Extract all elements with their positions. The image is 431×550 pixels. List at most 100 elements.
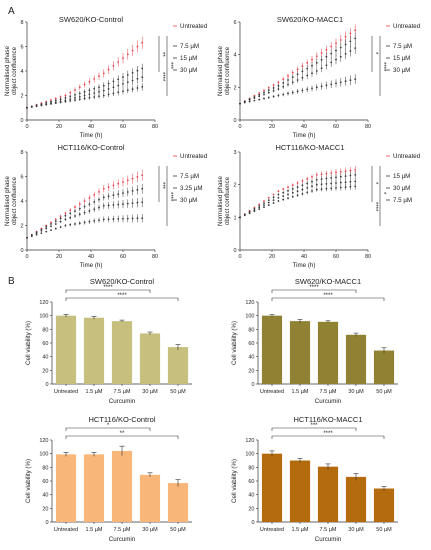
x-tick-label: 80: [152, 124, 158, 130]
data-point: [102, 72, 105, 75]
data-point: [335, 182, 337, 184]
data-point: [258, 92, 261, 94]
data-point: [272, 196, 275, 199]
significance-label: ****: [159, 72, 165, 82]
data-point: [330, 172, 333, 174]
significance-bracket: [271, 427, 357, 431]
x-tick-label: 80: [365, 124, 371, 130]
bar: [111, 321, 133, 384]
x-axis-label: Curcumin: [109, 398, 136, 405]
data-point: [349, 185, 352, 188]
data-point: [136, 87, 139, 89]
data-point: [131, 202, 134, 205]
data-point: [102, 187, 105, 190]
data-point: [287, 189, 289, 192]
data-point: [339, 170, 342, 173]
bar: [139, 333, 161, 384]
data-point: [64, 94, 67, 97]
x-tick-label: 0: [25, 254, 28, 260]
y-tick-label: 6: [233, 20, 236, 26]
data-point: [330, 45, 333, 48]
data-point: [122, 192, 124, 194]
x-tick-label: 30 µM: [348, 527, 364, 533]
significance-bracket: [65, 427, 151, 431]
bar: [289, 321, 311, 384]
data-point: [112, 80, 115, 83]
data-point: [83, 205, 86, 208]
data-point: [320, 58, 323, 61]
data-point: [78, 95, 81, 98]
data-point: [126, 202, 129, 205]
data-point: [136, 188, 139, 191]
data-point: [50, 221, 52, 224]
data-point: [325, 177, 328, 180]
chart-title: SW620/KO-MACC1: [277, 15, 343, 24]
data-point: [296, 79, 299, 81]
data-point: [349, 169, 352, 172]
data-point: [296, 90, 299, 93]
panel-b-letter: B: [8, 276, 15, 287]
data-point: [306, 74, 309, 77]
data-point: [306, 182, 309, 185]
data-point: [263, 93, 265, 96]
data-point: [102, 94, 105, 97]
data-point: [258, 98, 261, 101]
data-point: [88, 96, 91, 99]
data-point: [88, 93, 91, 96]
data-point: [64, 214, 67, 217]
data-point: [344, 175, 347, 177]
data-point: [349, 40, 352, 43]
data-point: [339, 175, 342, 178]
y-axis-label-line: Normalised phase: [217, 176, 224, 226]
x-tick-label: Untreated: [54, 389, 78, 395]
data-point: [325, 182, 328, 185]
data-point: [344, 43, 347, 46]
data-point: [354, 37, 357, 40]
x-tick-label: 7.5 µM: [114, 389, 131, 395]
data-point: [253, 97, 256, 100]
data-point: [320, 85, 323, 88]
y-tick-label: 0: [45, 382, 48, 388]
data-point: [74, 93, 76, 96]
data-point: [339, 39, 342, 41]
x-tick-label: 60: [120, 124, 126, 130]
data-point: [126, 53, 129, 56]
data-point: [291, 91, 294, 94]
y-tick-label: 0: [20, 118, 23, 124]
significance-label: *: [372, 182, 378, 185]
data-point: [325, 187, 328, 190]
x-axis-label: Time (h): [293, 262, 316, 269]
y-tick-label: 0: [233, 248, 236, 254]
data-point: [311, 180, 313, 183]
data-point: [311, 185, 313, 188]
data-point: [88, 80, 91, 83]
y-tick-label: 8: [20, 150, 23, 156]
data-point: [354, 29, 357, 32]
data-point: [83, 94, 86, 97]
chart-title: HCT116/KO-MACC1: [293, 415, 362, 424]
y-axis-label-line: Normalised phase: [4, 176, 11, 226]
data-point: [258, 205, 261, 207]
significance-label: ****: [380, 62, 386, 72]
data-point: [131, 79, 134, 82]
data-point: [107, 218, 110, 221]
data-point: [98, 190, 100, 193]
significance-label: **: [159, 52, 165, 57]
data-point: [325, 48, 328, 51]
data-point: [136, 217, 139, 220]
data-point: [239, 216, 241, 219]
data-point: [301, 76, 304, 79]
data-point: [126, 81, 129, 84]
y-tick-label: 6: [20, 45, 23, 51]
data-point: [102, 196, 105, 199]
bar: [261, 315, 283, 384]
legend-label: 7.5 µM: [180, 43, 199, 50]
y-axis-label: Normalised phaseobject confluence: [4, 46, 18, 96]
data-point: [248, 100, 251, 103]
x-tick-label: 30 µM: [142, 389, 158, 395]
data-point: [296, 186, 299, 189]
data-point: [98, 90, 100, 93]
data-point: [122, 82, 124, 85]
data-point: [93, 87, 96, 90]
y-tick-label: 100: [245, 452, 254, 458]
